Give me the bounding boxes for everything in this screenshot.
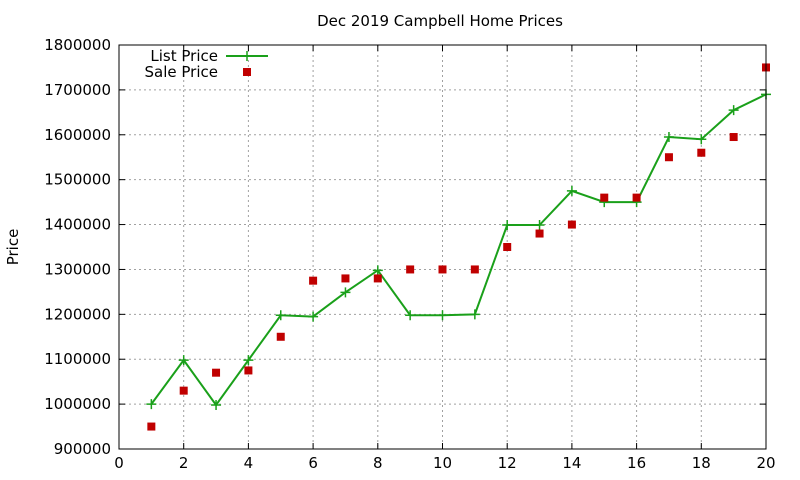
sale-price-point (406, 265, 415, 274)
y-tick-label: 1700000 (44, 81, 111, 99)
y-axis-label: Price (4, 229, 22, 266)
x-tick-label: 4 (244, 454, 254, 472)
x-tick-label: 12 (498, 454, 517, 472)
x-tick-label: 20 (756, 454, 775, 472)
list-price-point (502, 220, 513, 231)
sale-price-point (341, 274, 350, 283)
x-tick-label: 16 (627, 454, 646, 472)
list-price-point (566, 185, 577, 196)
y-tick-label: 1100000 (44, 350, 111, 368)
legend-square-swatch (243, 68, 251, 76)
sale-price-point (147, 422, 156, 431)
legend-label: Sale Price (145, 63, 218, 81)
y-tick-label: 1300000 (44, 260, 111, 278)
list-price-series (146, 89, 771, 411)
y-tick-label: 1800000 (44, 36, 111, 54)
chart-title: Dec 2019 Campbell Home Prices (317, 12, 563, 30)
x-tick-label: 14 (562, 454, 581, 472)
list-price-point (340, 287, 351, 298)
sale-price-series (147, 63, 770, 431)
x-tick-label: 18 (692, 454, 711, 472)
sale-price-point (664, 153, 673, 162)
list-price-point (308, 311, 319, 322)
list-price-point (405, 310, 416, 321)
sale-price-point (276, 332, 285, 341)
list-price-point (146, 399, 157, 410)
sale-price-point (212, 368, 221, 377)
sale-price-point (729, 133, 738, 142)
sale-price-point (309, 276, 318, 285)
x-tick-label: 10 (433, 454, 452, 472)
x-tick-label: 6 (308, 454, 318, 472)
sale-price-point (600, 193, 609, 202)
sale-price-point (503, 243, 512, 251)
list-price-point (211, 400, 222, 411)
sale-price-point (244, 366, 253, 375)
list-price-point (178, 355, 189, 366)
list-price-point (372, 265, 383, 276)
list-price-line (150, 93, 767, 407)
axis-ticks: 900000 1000000 1100000 1200000 1300000 140000… (44, 36, 775, 472)
list-price-point (534, 220, 545, 231)
y-tick-label: 1500000 (44, 171, 111, 189)
y-tick-label: 1400000 (44, 216, 111, 234)
list-price-point (663, 132, 674, 143)
sale-price-point (179, 386, 188, 395)
list-price-point (243, 355, 254, 366)
x-tick-label: 0 (114, 454, 124, 472)
list-price-point (275, 310, 286, 321)
list-price-point (728, 105, 739, 116)
list-price-point (469, 309, 480, 320)
sale-price-point (567, 220, 576, 229)
y-tick-label: 900000 (54, 440, 111, 458)
plot-frame (118, 44, 767, 450)
sale-price-point (470, 265, 479, 274)
legend-label: List Price (150, 47, 218, 65)
list-price-point (437, 310, 448, 321)
list-price-point (696, 134, 707, 145)
grid-lines (119, 45, 766, 449)
plot-area (146, 63, 771, 431)
sale-price-point (438, 265, 447, 274)
y-tick-label: 1600000 (44, 126, 111, 144)
sale-price-point (535, 229, 544, 238)
legend-cross-swatch (242, 51, 252, 61)
y-tick-label: 1200000 (44, 305, 111, 323)
y-tick-label: 1000000 (44, 395, 111, 413)
sale-price-point (697, 148, 706, 157)
sale-price-point (632, 193, 641, 202)
x-tick-label: 2 (179, 454, 189, 472)
sale-price-point (373, 274, 382, 283)
x-tick-label: 8 (373, 454, 383, 472)
